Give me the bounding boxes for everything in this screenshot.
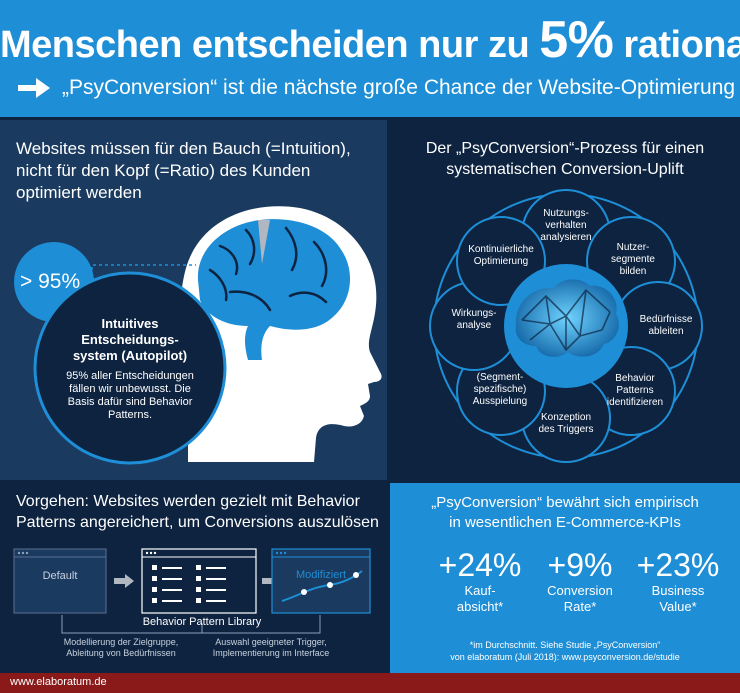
kpi-conversion-rate: +9% Conversion Rate* bbox=[530, 547, 630, 615]
kpi-heading: „PsyConversion“ bewährt sich empirisch i… bbox=[431, 494, 699, 531]
process-step-7: Wirkungs- analyse bbox=[451, 308, 497, 331]
process-panel: Der „PsyConversion“-Prozess für einen sy… bbox=[390, 120, 740, 480]
note-left: Modellierung der Zielgruppe, Ableitung v… bbox=[63, 637, 179, 658]
system-circle bbox=[33, 271, 227, 465]
library-label: Behavior Pattern Library bbox=[142, 616, 262, 628]
connector-line bbox=[91, 264, 196, 270]
system-title: Intuitives Entscheidungs- system (Autopi… bbox=[72, 316, 188, 363]
modified-window bbox=[271, 548, 371, 614]
process-step-2: Nutzer- segmente bilden bbox=[611, 242, 655, 277]
header: Menschen entscheiden nur zu 5% rational … bbox=[0, 0, 740, 117]
footer: www.elaboratum.de bbox=[0, 673, 740, 693]
footer-site-link[interactable]: www.elaboratum.de bbox=[10, 676, 107, 688]
process-step-4: Behavior Patterns identifizieren bbox=[606, 373, 664, 408]
system-description: 95% aller Entscheidungen fällen wir unbe… bbox=[66, 370, 194, 421]
modified-label: Modifiziert bbox=[295, 569, 347, 581]
process-step-3: Bedürfnisse ableiten bbox=[639, 314, 693, 337]
pattern-library-window bbox=[141, 548, 257, 614]
process-step-5: Konzeption des Triggers bbox=[538, 412, 594, 435]
approach-heading: Vorgehen: Websites werden gezielt mit Be… bbox=[16, 493, 379, 531]
kpi-panel: „PsyConversion“ bewährt sich empirisch i… bbox=[390, 483, 740, 673]
kpi-value: +23% bbox=[636, 547, 720, 583]
note-right: Auswahl geeigneter Trigger, Implementier… bbox=[212, 637, 330, 658]
intuition-heading: Websites müssen für den Bauch (=Intuitio… bbox=[16, 139, 351, 202]
process-step-1: Nutzungs- verhalten analysieren bbox=[540, 208, 592, 243]
arrow-right-icon bbox=[114, 574, 134, 588]
approach-panel: Vorgehen: Websites werden gezielt mit Be… bbox=[0, 483, 387, 673]
intuition-panel: Websites müssen für den Bauch (=Intuitio… bbox=[0, 120, 387, 480]
stat-value: > 95% bbox=[20, 270, 81, 293]
process-step-6: (Segment- spezifische) Ausspielung bbox=[472, 372, 528, 407]
process-brackets bbox=[61, 615, 321, 634]
kpi-value: +9% bbox=[547, 547, 613, 583]
head-brain-icon bbox=[172, 206, 382, 462]
kpi-footnote: *im Durchschnitt. Siehe Studie „PsyConve… bbox=[450, 640, 680, 662]
page-title: Menschen entscheiden nur zu 5% rational bbox=[0, 11, 740, 69]
process-step-8: Kontinuierliche Optimierung bbox=[468, 244, 534, 267]
process-heading: Der „PsyConversion“-Prozess für einen sy… bbox=[425, 140, 705, 178]
kpi-purchase-intent: +24% Kauf- absicht* bbox=[430, 547, 530, 615]
kpi-value: +24% bbox=[438, 547, 522, 583]
title-percent: 5% bbox=[539, 11, 614, 69]
subtitle: „PsyConversion“ ist die nächste große Ch… bbox=[18, 76, 735, 100]
brain-network-icon bbox=[515, 279, 619, 357]
default-window bbox=[13, 548, 107, 614]
default-label: Default bbox=[42, 570, 78, 582]
process-segments bbox=[429, 189, 703, 463]
arrow-right-icon bbox=[18, 78, 50, 98]
kpi-business-value: +23% Business Value* bbox=[628, 547, 728, 615]
